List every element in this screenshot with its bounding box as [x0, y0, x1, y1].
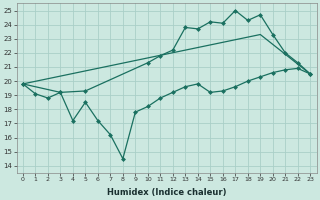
X-axis label: Humidex (Indice chaleur): Humidex (Indice chaleur) — [107, 188, 226, 197]
